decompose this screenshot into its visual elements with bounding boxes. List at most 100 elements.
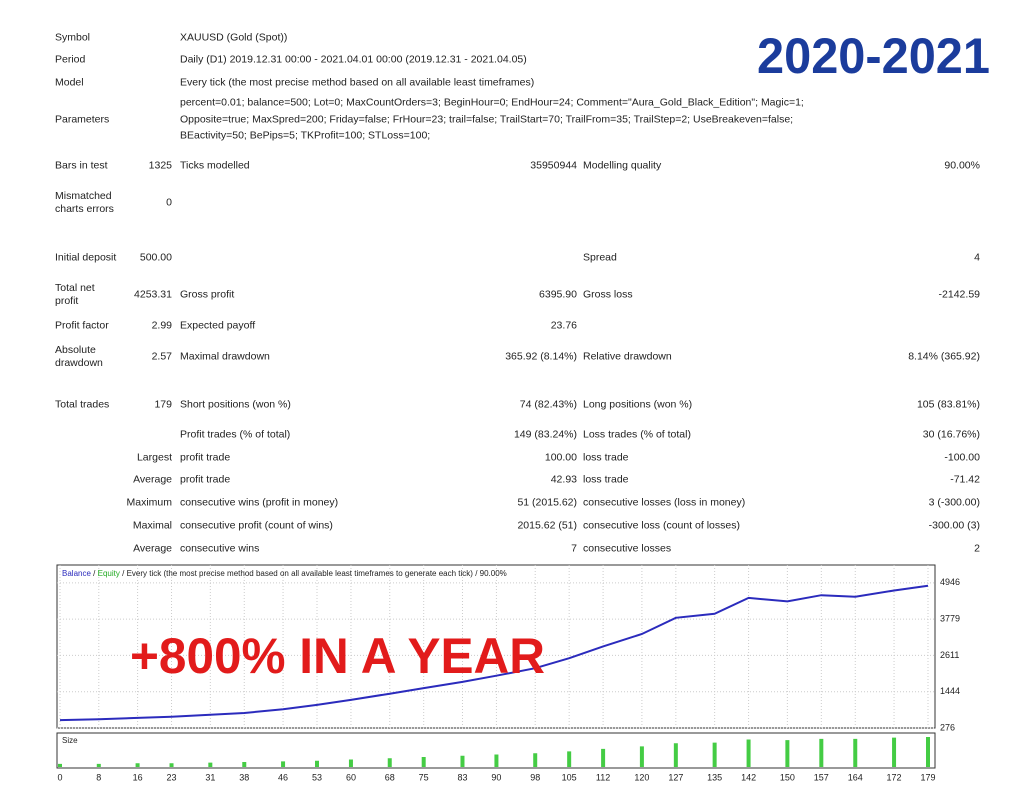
legend-separator: / [122, 569, 125, 578]
chart-quality: 90.00% [480, 569, 507, 578]
report-value: 2.57 [151, 350, 172, 363]
report-value: 4 [974, 251, 980, 264]
x-tick-label: 60 [346, 772, 356, 782]
legend-entry: Balance [62, 569, 91, 578]
size-bar [460, 755, 465, 767]
report-value: Largest [136, 451, 172, 464]
legend-separator: / [475, 569, 478, 578]
report-label: Gross profit [180, 288, 235, 301]
size-bar [673, 743, 678, 767]
report-value: -100.00 [944, 451, 980, 464]
report-label: Maximal drawdown [180, 350, 270, 363]
report-value: 100.00 [544, 451, 577, 464]
size-bar [135, 763, 140, 767]
report-value: Average [133, 473, 172, 486]
y-tick-label: 1444 [940, 686, 960, 696]
report-label: Period [55, 53, 86, 66]
report-value: 51 (2015.62) [517, 496, 577, 509]
report-value: 105 (83.81%) [916, 398, 980, 411]
y-tick-label: 3779 [940, 613, 960, 623]
size-bar [567, 751, 572, 767]
report-label: profit trade [180, 473, 231, 486]
x-tick-label: 53 [312, 772, 322, 782]
report-value: 42.93 [550, 473, 577, 486]
report-label: Long positions (won %) [583, 398, 693, 411]
report-value: 3 (-300.00) [928, 496, 980, 509]
x-tick-label: 150 [780, 772, 795, 782]
size-bar [533, 753, 538, 767]
report-value: 2 [974, 542, 980, 555]
report-label: consecutive loss (count of losses) [583, 519, 740, 532]
size-label: Size [62, 736, 78, 745]
report-label: consecutive profit (count of wins) [180, 519, 333, 532]
legend-separator: / [93, 569, 96, 578]
report-label: Total trades [55, 398, 110, 411]
x-tick-label: 0 [57, 772, 62, 782]
report-label: profit trade [180, 451, 231, 464]
size-bar [819, 738, 824, 767]
x-tick-label: 112 [596, 772, 610, 782]
size-bar [892, 737, 897, 767]
report-label: consecutive losses [583, 542, 672, 555]
report-label: Loss trades (% of total) [583, 428, 691, 441]
x-tick-label: 31 [205, 772, 215, 782]
report-value: 6395.90 [539, 288, 577, 301]
parameter-line: Opposite=true; MaxSpred=200; Friday=fals… [180, 113, 794, 125]
y-tick-label: 276 [940, 722, 955, 732]
chart-legend: Balance / Equity / Every tick (the most … [62, 569, 507, 578]
report-text: Every tick (the most precise method base… [180, 76, 535, 89]
series-line [59, 584, 929, 722]
x-tick-label: 38 [239, 772, 249, 782]
overlay-title: 2020-2021 [757, 28, 990, 84]
report-value: -300.00 (3) [928, 519, 980, 532]
report-label: Modelling quality [583, 159, 662, 172]
x-tick-label: 120 [634, 772, 649, 782]
report-value: 4253.31 [134, 288, 172, 301]
report-value: 179 [154, 398, 172, 411]
report-label: Parameters [55, 113, 110, 126]
size-bar [281, 761, 286, 767]
report-label: Symbol [55, 31, 91, 44]
report-value: -71.42 [950, 473, 980, 486]
report-text: XAUUSD (Gold (Spot)) [180, 31, 288, 44]
report-value: 0 [166, 196, 172, 209]
size-bar [494, 754, 499, 767]
report-value: 1325 [148, 159, 172, 172]
x-tick-label: 75 [419, 772, 429, 782]
size-bar [315, 760, 320, 767]
size-bar [169, 763, 174, 767]
report-label: Initial deposit [55, 251, 117, 264]
x-tick-label: 164 [848, 772, 863, 782]
size-bar [96, 763, 101, 767]
size-bar [712, 742, 717, 767]
report-label: consecutive wins (profit in money) [180, 496, 339, 509]
x-tick-label: 68 [385, 772, 395, 782]
size-bar [639, 746, 644, 767]
report-label: Total net profit [55, 282, 95, 307]
report-value: 2015.62 (51) [517, 519, 577, 532]
size-bar [208, 762, 213, 767]
report-label: loss trade [583, 451, 629, 464]
report-value: -2142.59 [938, 288, 980, 301]
size-bar [348, 759, 353, 767]
report-value: 7 [571, 542, 577, 555]
report-value: 500.00 [139, 251, 172, 264]
x-tick-label: 16 [133, 772, 143, 782]
x-tick-label: 83 [457, 772, 467, 782]
report-value: 30 (16.76%) [922, 428, 980, 441]
report-value: 2.99 [151, 319, 172, 332]
size-bar [926, 737, 930, 767]
report-value: Maximal [132, 519, 172, 532]
report-label: Relative drawdown [583, 350, 672, 363]
report-label: Model [55, 76, 84, 89]
size-bar [421, 757, 426, 767]
report-label: consecutive losses (loss in money) [583, 496, 746, 509]
size-bar [387, 758, 392, 767]
x-tick-label: 98 [530, 772, 540, 782]
y-tick-label: 4946 [940, 577, 960, 587]
report-text: Daily (D1) 2019.12.31 00:00 - 2021.04.01… [180, 53, 527, 66]
x-tick-label: 105 [562, 772, 577, 782]
x-tick-label: 172 [887, 772, 902, 782]
report-label: Profit factor [55, 319, 109, 332]
